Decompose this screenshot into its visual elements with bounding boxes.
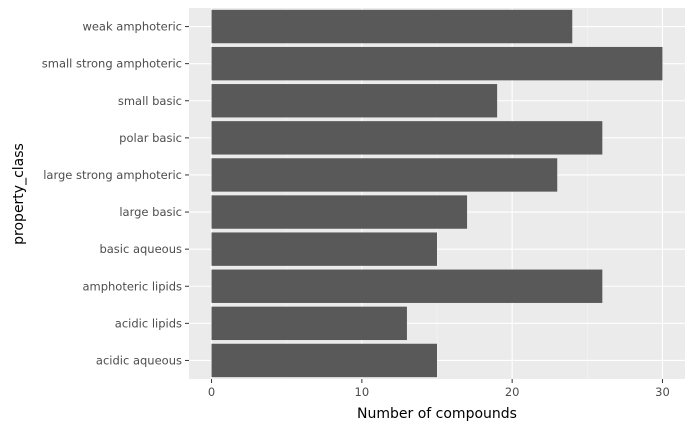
- x-axis-title: Number of compounds: [357, 406, 517, 422]
- y-tick-label: large strong amphoteric: [43, 168, 182, 182]
- y-tick-label: weak amphoteric: [82, 20, 182, 34]
- bar: [211, 195, 468, 229]
- bar: [211, 306, 407, 341]
- y-tick-label: small basic: [118, 94, 182, 108]
- bar: [211, 46, 663, 81]
- x-tick-label: 10: [355, 385, 370, 399]
- x-axis: 0 10 20 30: [208, 379, 670, 399]
- y-tick-label: basic aqueous: [99, 242, 182, 256]
- y-tick-label: small strong amphoteric: [42, 57, 182, 71]
- x-tick-label: 0: [208, 385, 215, 399]
- bar: [211, 158, 558, 192]
- y-tick-label: acidic lipids: [115, 316, 182, 330]
- bars: [211, 9, 663, 378]
- bar: [211, 232, 437, 266]
- bar: [211, 269, 603, 303]
- y-tick-label: acidic aqueous: [96, 353, 182, 367]
- bar: [211, 121, 603, 155]
- y-tick-label: large basic: [119, 205, 182, 219]
- x-tick-label: 30: [655, 385, 670, 399]
- y-axis: acidic aqueous acidic lipids amphoteric li…: [42, 20, 189, 367]
- y-axis-title: property_class: [11, 143, 27, 245]
- bar: [211, 84, 498, 118]
- bar: [211, 9, 573, 44]
- x-tick-label: 20: [505, 385, 520, 399]
- bar: [211, 343, 437, 378]
- y-tick-label: polar basic: [119, 131, 182, 145]
- y-tick-label: amphoteric lipids: [82, 279, 182, 293]
